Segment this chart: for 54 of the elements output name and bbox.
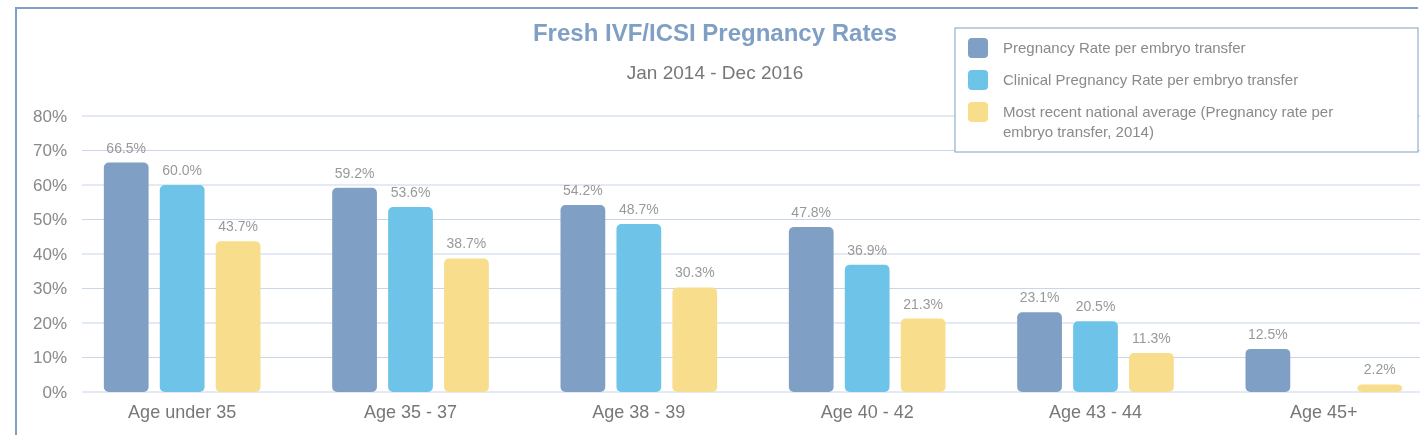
y-tick-label: 60% [32,175,67,195]
y-tick-label: 50% [32,210,67,230]
data-label: 48.7% [618,200,659,217]
legend-label: Clinical Pregnancy Rate per embryo transfer [1003,71,1299,88]
bar [215,241,261,392]
bar [1245,348,1291,392]
bar [1017,312,1062,392]
bar [1073,321,1118,392]
chart-title: Fresh IVF/ICSI Pregnancy Rates [532,19,898,46]
y-tick-label: 30% [32,279,67,299]
data-label: 66.5% [106,139,147,156]
data-label: 21.3% [903,295,943,312]
data-label: 38.7% [446,235,487,252]
bar [672,287,718,392]
bar [560,205,606,392]
bar [900,318,946,392]
data-label: 36.9% [847,241,888,258]
data-label: 30.3% [674,264,715,281]
y-tick-label: 20% [32,313,67,333]
data-label: 12.5% [1248,325,1288,342]
data-label: 2.2% [1363,361,1396,378]
legend-label: Pregnancy Rate per embryo transfer [1003,39,1246,56]
bar [616,223,662,392]
data-label: 47.8% [791,204,832,221]
x-tick-label: Age 38 - 39 [592,402,686,422]
x-tick-label: Age 43 - 44 [1048,402,1143,422]
bar [844,264,890,392]
bar [444,258,489,392]
bar [103,162,149,392]
bar [788,227,834,392]
bar [332,187,377,392]
data-label: 11.3% [1132,330,1171,347]
data-label: 43.7% [218,218,258,235]
data-label: 23.1% [1019,289,1060,306]
chart-subtitle: Jan 2014 - Dec 2016 [626,62,804,83]
x-tick-label: Age under 35 [128,402,237,422]
y-tick-label: 0% [42,382,67,402]
legend-label: Most recent national average (Pregnancy rate per embryo transfer, 2014) [1003,103,1334,140]
y-tick-label: 40% [32,244,67,264]
y-tick-label: 70% [32,141,67,161]
data-label: 60.0% [162,162,203,178]
bar [388,207,433,392]
data-label: 54.2% [563,182,603,199]
y-tick-label: 10% [32,348,67,368]
bar [1129,353,1174,392]
bar [1357,384,1403,392]
y-tick-label: 80% [32,106,67,126]
x-tick-label: Age 45+ [1290,402,1358,422]
data-label: 53.6% [390,184,431,201]
data-label: 59.2% [334,164,375,181]
data-label: 20.5% [1075,298,1116,315]
x-tick-label: Age 40 - 42 [820,402,914,422]
bar [159,185,205,392]
x-tick-label: Age 35 - 37 [363,402,458,422]
